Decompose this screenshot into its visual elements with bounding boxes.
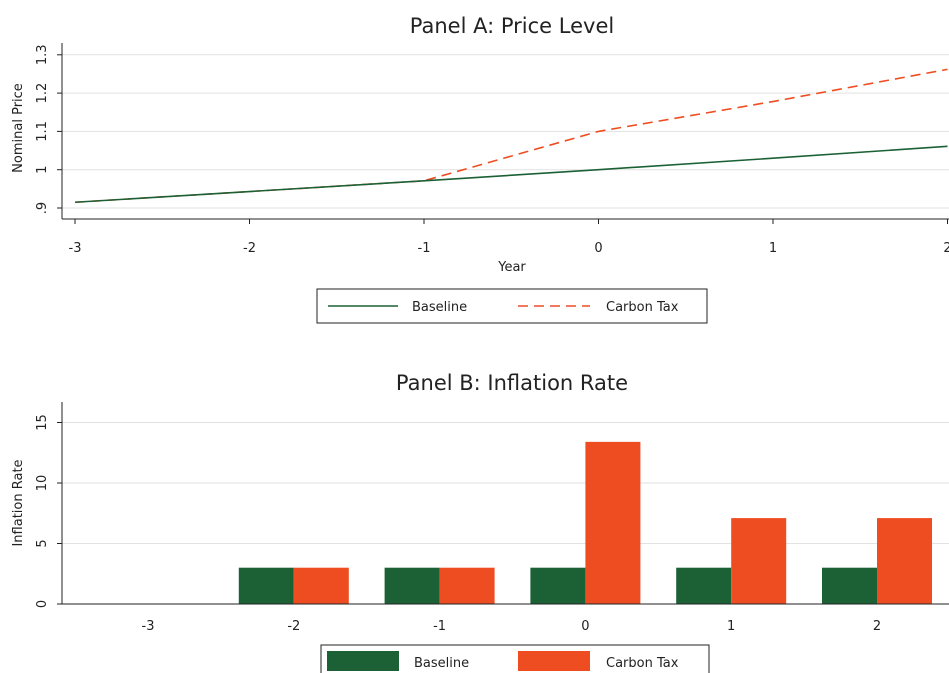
- panel-a-x-tick-label: -2: [243, 241, 256, 256]
- panel-a-carbon-tax-line: [74, 68, 948, 204]
- panel-b-x-tick-label: -2: [287, 619, 300, 634]
- panel-b-y-tick-label: 5: [35, 539, 50, 547]
- panel-b-baseline-bar: [238, 567, 294, 604]
- panel-a-y-tick-label: 1: [35, 166, 50, 174]
- panel-a-x-tick-label: -1: [418, 241, 431, 256]
- panel-b-title: Panel B: Inflation Rate: [396, 371, 628, 395]
- panel-b-carbon-tax-bar: [439, 567, 495, 604]
- panel-a-y-tick-label: 1.3: [35, 44, 50, 65]
- panel-b-y-ticks: 0 5 10 15: [35, 414, 62, 608]
- panel-a-x-tick-label: 2: [943, 241, 949, 256]
- panel-a-x-tick-label: 0: [594, 241, 602, 256]
- panel-a-price-level: Panel A: Price Level .9 1 1.1 1.2 1.3 -3 -2 -1…: [11, 14, 949, 324]
- panel-b-gridlines: [62, 422, 949, 544]
- panel-b-y-tick-label: 0: [35, 600, 50, 608]
- panel-a-y-tick-label: .9: [35, 202, 50, 214]
- panel-b-x-tick-label: -1: [433, 619, 446, 634]
- panel-a-x-label: Year: [497, 260, 526, 275]
- panel-b-x-tick-label: 2: [873, 619, 881, 634]
- panel-b-bars: [238, 441, 932, 604]
- panel-b-legend: Baseline Carbon Tax: [320, 644, 710, 673]
- panel-a-x-tick-label: 1: [769, 241, 777, 256]
- panel-b-legend-carbon-tax-swatch: [518, 651, 590, 671]
- panel-a-series: [74, 68, 948, 204]
- panel-a-legend-baseline-label: Baseline: [412, 300, 467, 315]
- panel-a-y-tick-label: 1.2: [35, 83, 50, 104]
- panel-a-legend-carbon-tax-label: Carbon Tax: [606, 300, 679, 315]
- panel-a-legend-box: [316, 288, 708, 324]
- panel-a-y-ticks: .9 1 1.1 1.2 1.3: [35, 44, 62, 214]
- panel-a-legend: Baseline Carbon Tax: [316, 288, 708, 324]
- panel-b-carbon-tax-bar: [585, 441, 641, 604]
- panel-a-x-tick-label: -3: [69, 241, 82, 256]
- panel-b-baseline-bar: [384, 567, 440, 604]
- panel-b-inflation-rate: Panel B: Inflation Rate 0 5 10 15 -3 -2 -1 0 1 2…: [11, 371, 949, 673]
- panel-b-y-tick-label: 15: [35, 414, 50, 431]
- panel-a-y-tick-label: 1.1: [35, 121, 50, 142]
- panel-b-baseline-bar: [822, 567, 877, 604]
- panel-b-legend-baseline-label: Baseline: [414, 656, 469, 671]
- panel-b-baseline-bar: [530, 567, 586, 604]
- panel-a-baseline-line: [74, 145, 948, 204]
- panel-b-carbon-tax-bar: [293, 567, 349, 604]
- panel-b-legend-carbon-tax-label: Carbon Tax: [606, 656, 679, 671]
- panel-a-gridlines: [62, 54, 949, 209]
- panel-a-x-ticks: -3 -2 -1 0 1 2: [69, 219, 949, 256]
- panel-b-x-tick-label: 0: [581, 619, 589, 634]
- panel-b-y-tick-label: 10: [35, 475, 50, 492]
- panel-b-x-tick-label: -3: [142, 619, 155, 634]
- panel-b-carbon-tax-bar: [731, 518, 787, 604]
- panel-b-baseline-bar: [676, 567, 732, 604]
- panel-a-title: Panel A: Price Level: [410, 14, 614, 38]
- panel-b-y-label: Inflation Rate: [11, 459, 26, 546]
- panel-b-legend-baseline-swatch: [327, 651, 399, 671]
- panel-b-x-tick-label: 1: [727, 619, 735, 634]
- panel-b-carbon-tax-bar: [877, 518, 932, 604]
- panel-b-x-ticks: -3 -2 -1 0 1 2: [142, 619, 882, 634]
- panel-a-y-label: Nominal Price: [11, 83, 26, 173]
